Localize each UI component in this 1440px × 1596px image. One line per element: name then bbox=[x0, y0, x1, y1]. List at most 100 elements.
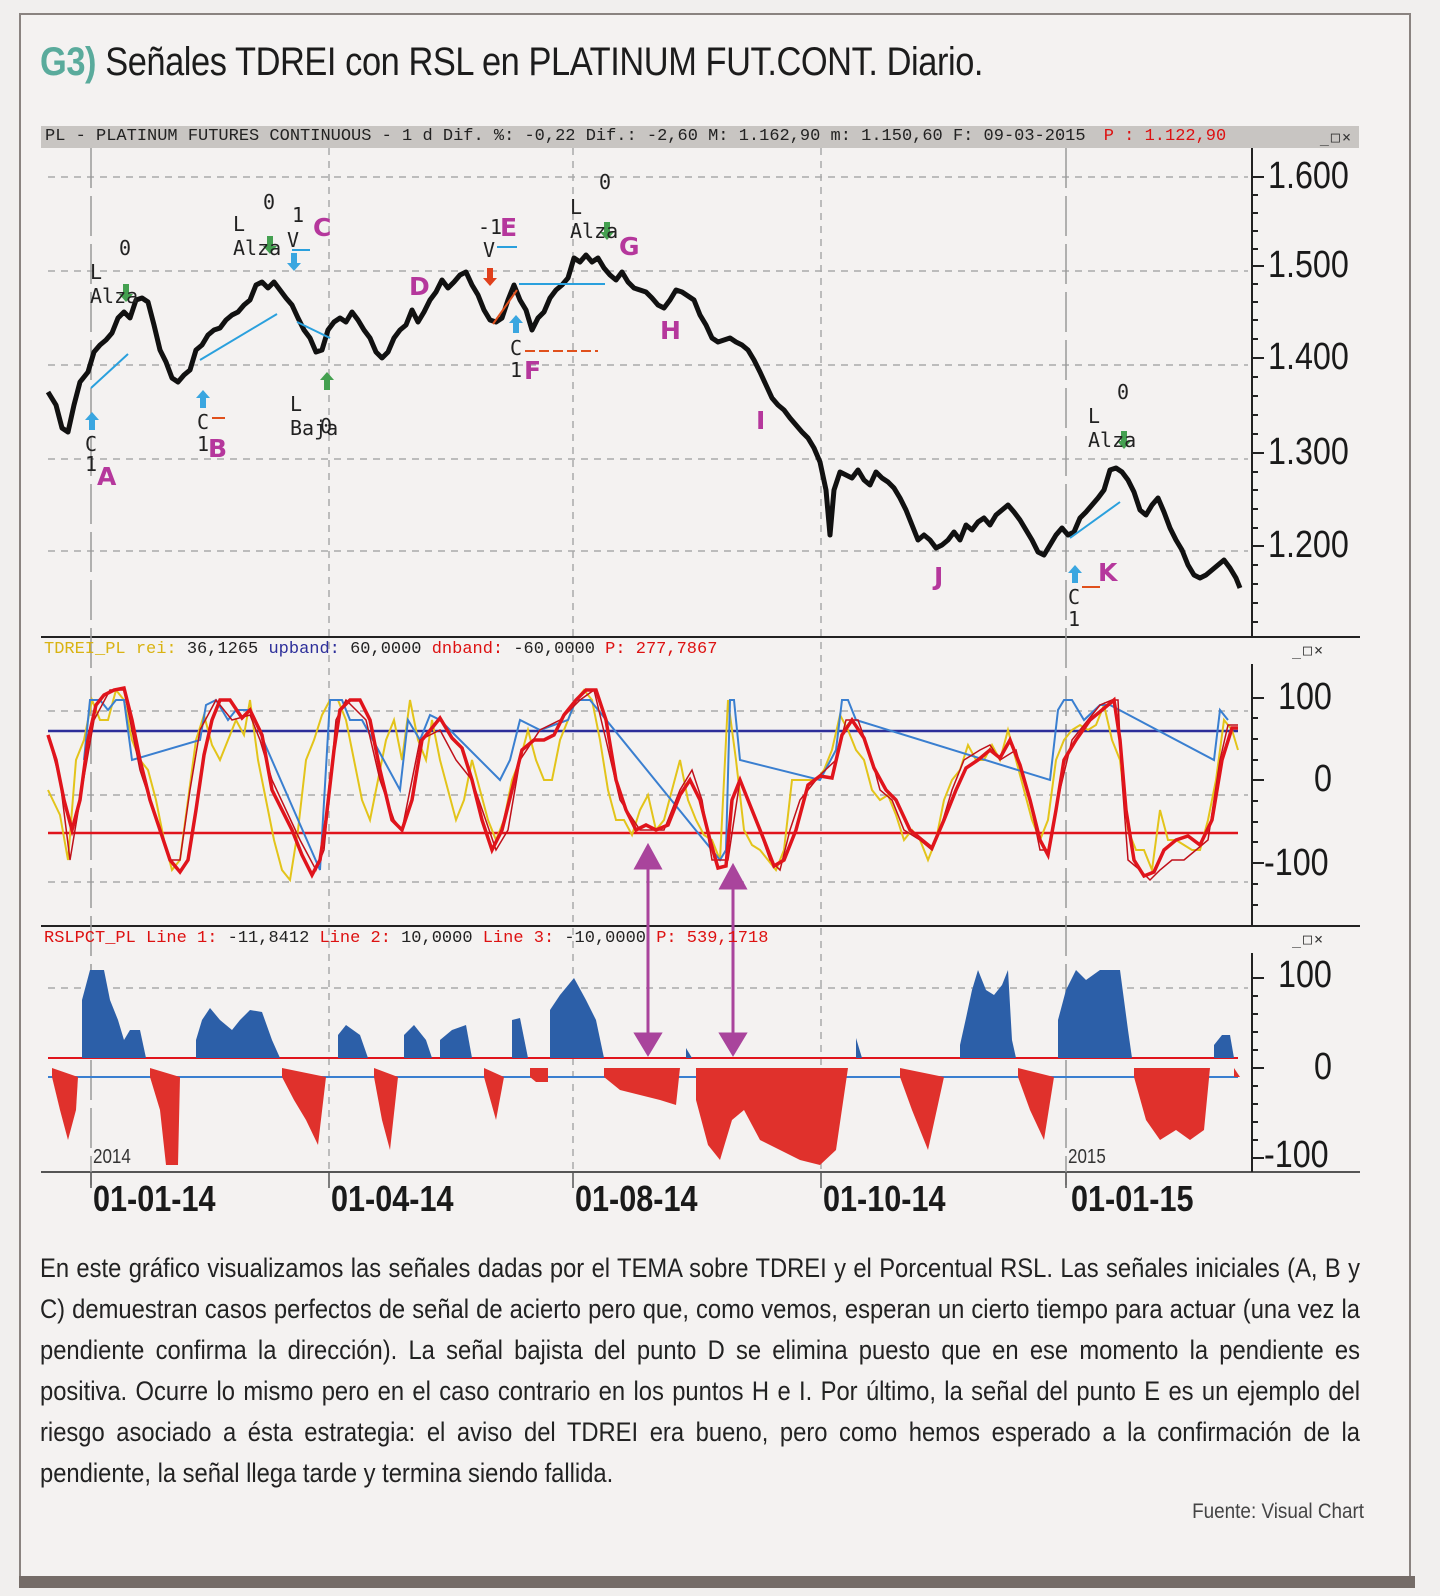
line2-value: 10,0000 bbox=[401, 929, 473, 948]
figure-tag: G3) bbox=[40, 40, 97, 84]
exit-down-arrow-icon bbox=[600, 222, 614, 240]
tdrei-window-controls[interactable]: _□× bbox=[1292, 641, 1326, 659]
rsl-legend: RSLPCT_PL Line 1: -11,8412 Line 2: 10,00… bbox=[44, 929, 768, 948]
figure-title-text: Señales TDREI con RSL en PLATINUM FUT.CO… bbox=[96, 40, 984, 84]
tdrei-p-value: P: 277,7867 bbox=[605, 640, 718, 659]
signal-count: 0 bbox=[263, 190, 276, 214]
price-header-text: PL - PLATINUM FUTURES CONTINUOUS - 1 d D… bbox=[45, 127, 1086, 146]
buy-arrow-icon bbox=[196, 390, 210, 408]
signal-count: 0 bbox=[599, 170, 612, 194]
line1-label: Line 1: bbox=[146, 929, 218, 948]
rsl-tick-100: 100 bbox=[1278, 954, 1332, 996]
rsl-tick-0: 0 bbox=[1314, 1046, 1332, 1088]
signal-type: C bbox=[510, 336, 523, 360]
rsl-window-controls[interactable]: _□× bbox=[1292, 930, 1326, 948]
signal-letter-b: B bbox=[208, 434, 228, 463]
tdrei-name: TDREI_PL bbox=[44, 640, 126, 659]
signal-count: 0 bbox=[119, 236, 132, 260]
signal-helper-lines bbox=[90, 246, 1121, 588]
signal-label: L Alza bbox=[90, 260, 139, 308]
rsl-tick-minus100: -100 bbox=[1264, 1134, 1329, 1176]
price-panel-header: PL - PLATINUM FUTURES CONTINUOUS - 1 d D… bbox=[41, 126, 1359, 148]
figure-caption: En este gráfico visualizamos las señales… bbox=[40, 1253, 1360, 1488]
tdrei-tick-100: 100 bbox=[1278, 676, 1332, 718]
signal-letter-d: D bbox=[409, 272, 430, 301]
rsl-p-value: P: 539,1718 bbox=[656, 929, 769, 948]
x-date-label: 01-10-14 bbox=[823, 1178, 946, 1219]
signal-type: C bbox=[1068, 585, 1081, 609]
signal-count: 1 bbox=[510, 358, 523, 382]
price-tick-1600: 1.600 bbox=[1268, 155, 1349, 197]
price-ticks bbox=[1252, 176, 1264, 623]
arrow-up-icon bbox=[633, 842, 663, 870]
line3-value: -10,0000 bbox=[564, 929, 646, 948]
frame-shadow bbox=[19, 1576, 1415, 1588]
signal-type: V bbox=[287, 228, 300, 252]
price-window-controls[interactable]: _□× bbox=[1319, 128, 1353, 146]
year-label-2015: 2015 bbox=[1068, 1146, 1106, 1168]
line2-label: Line 2: bbox=[319, 929, 391, 948]
signal-label: L Alza bbox=[233, 212, 282, 260]
rsl-histogram bbox=[48, 970, 1240, 1165]
buy-arrow-icon bbox=[85, 412, 99, 430]
exit-down-arrow-icon bbox=[1117, 431, 1131, 449]
signal-letter-h: H bbox=[660, 316, 681, 345]
price-series bbox=[45, 252, 1243, 589]
price-tick-1500: 1.500 bbox=[1268, 244, 1349, 286]
chart-canvas bbox=[41, 148, 1360, 1188]
x-date-label: 01-04-14 bbox=[331, 1178, 454, 1219]
signal-letter-f: F bbox=[524, 356, 542, 385]
dnband-value: -60,0000 bbox=[513, 640, 595, 659]
x-date-label: 01-01-14 bbox=[93, 1178, 216, 1219]
source-credit: Fuente: Visual Chart bbox=[1192, 1500, 1364, 1523]
price-header-last: P : 1.122,90 bbox=[1103, 127, 1227, 146]
tdrei-series bbox=[46, 685, 1239, 883]
upband-label: upband: bbox=[268, 640, 340, 659]
signal-label: L Baja bbox=[290, 392, 339, 440]
signal-letter-i: I bbox=[756, 406, 766, 435]
signal-letter-a: A bbox=[97, 462, 117, 491]
signal-label: L Alza bbox=[570, 195, 619, 243]
signal-count: 1 bbox=[1068, 607, 1081, 631]
tdrei-tick-0: 0 bbox=[1314, 758, 1332, 800]
arrow-down-icon bbox=[718, 1032, 748, 1057]
signal-count: 1 bbox=[85, 452, 98, 476]
figure-title: G3) Señales TDREI con RSL en PLATINUM FU… bbox=[40, 40, 983, 85]
signal-letter-c: C bbox=[313, 213, 332, 242]
dnband-label: dnband: bbox=[431, 640, 504, 659]
signal-type: V bbox=[483, 238, 496, 262]
price-tick-1200: 1.200 bbox=[1268, 524, 1349, 566]
signal-type: C bbox=[197, 410, 210, 434]
rsl-name: RSLPCT_PL bbox=[44, 929, 136, 948]
line1-value: -11,8412 bbox=[227, 929, 310, 948]
exit-up-arrow-icon bbox=[320, 372, 334, 390]
signal-count: 1 bbox=[292, 203, 305, 227]
arrow-up-icon bbox=[718, 862, 748, 890]
year-label-2014: 2014 bbox=[93, 1146, 131, 1168]
sell-arrow-icon bbox=[483, 268, 497, 286]
buy-arrow-icon bbox=[1068, 565, 1082, 583]
price-tick-1300: 1.300 bbox=[1268, 431, 1349, 473]
indicator-ticks bbox=[1252, 697, 1264, 1159]
signal-letter-g: G bbox=[619, 232, 640, 261]
rei-value: 36,1265 bbox=[186, 640, 259, 659]
signal-letter-k: K bbox=[1098, 558, 1118, 587]
price-tick-1400: 1.400 bbox=[1268, 336, 1349, 378]
signal-label: L Alza bbox=[1088, 404, 1137, 452]
signal-letter-j: J bbox=[934, 562, 944, 591]
tdrei-legend: TDREI_PL rei: 36,1265 upband: 60,0000 dn… bbox=[44, 640, 717, 659]
arrow-down-icon bbox=[633, 1032, 663, 1057]
x-date-label: 01-08-14 bbox=[575, 1178, 698, 1219]
upband-value: 60,0000 bbox=[350, 640, 422, 659]
signal-letter-e: E bbox=[500, 213, 518, 242]
signal-type: C bbox=[85, 432, 98, 456]
exit-down-arrow-icon bbox=[263, 236, 277, 254]
x-date-label: 01-01-15 bbox=[1071, 1178, 1194, 1219]
sell-arrow-icon bbox=[287, 253, 301, 271]
signal-count: 0 bbox=[320, 414, 333, 438]
signal-count: -1 bbox=[478, 215, 503, 239]
signal-count: 0 bbox=[1117, 380, 1130, 404]
buy-arrow-icon bbox=[509, 315, 523, 333]
line3-label: Line 3: bbox=[482, 929, 555, 948]
rei-label: rei: bbox=[135, 640, 177, 659]
